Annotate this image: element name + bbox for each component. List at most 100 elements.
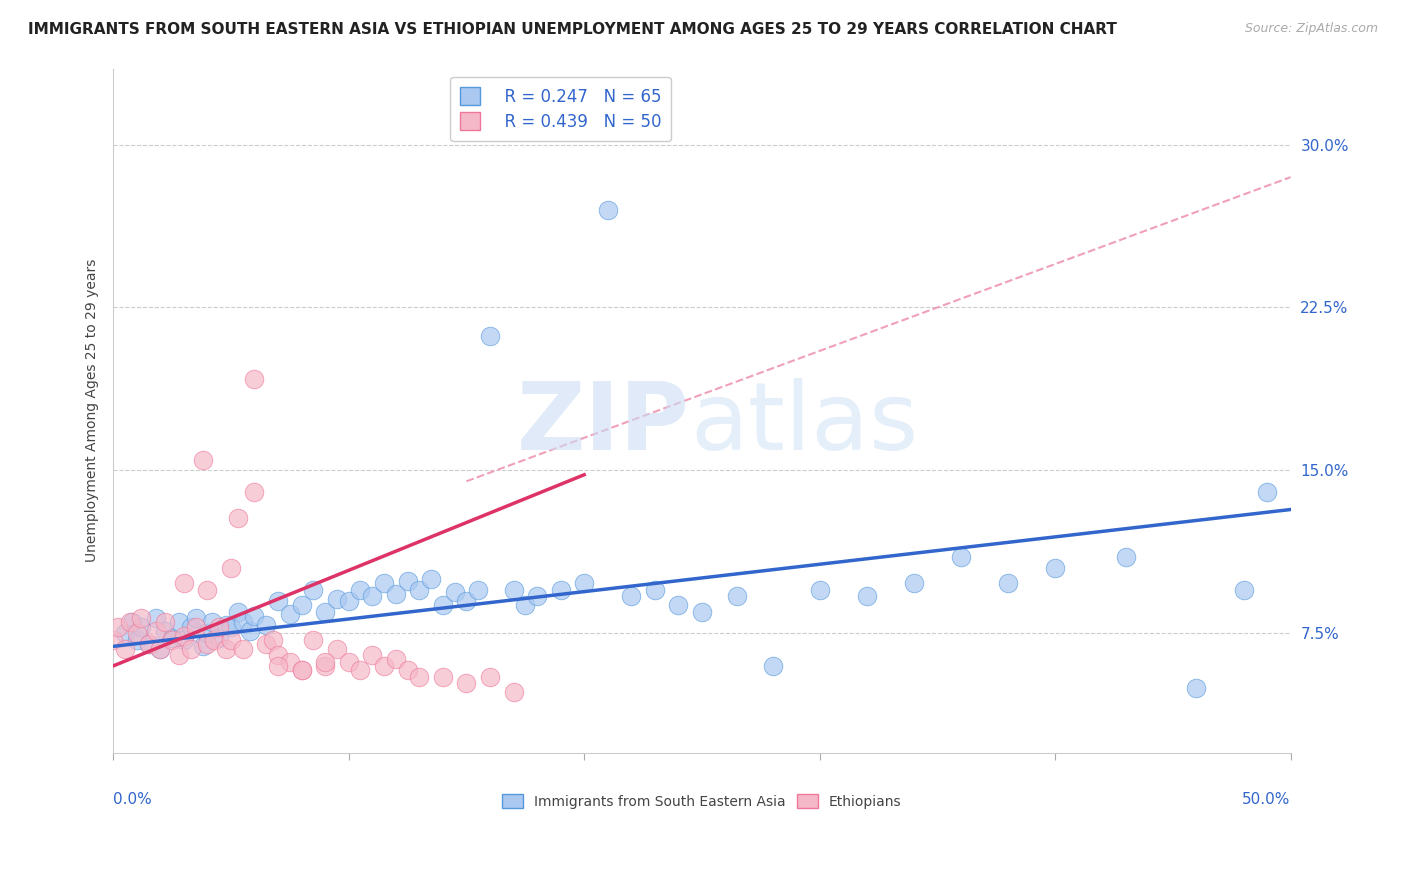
Point xyxy=(267,648,290,662)
Point xyxy=(204,632,226,647)
Text: 50.0%: 50.0% xyxy=(1243,792,1291,807)
Point xyxy=(153,615,176,630)
Point xyxy=(153,624,176,639)
Point xyxy=(167,615,190,630)
Point xyxy=(173,628,195,642)
Point xyxy=(145,624,167,639)
Point xyxy=(243,609,266,624)
Point xyxy=(254,637,277,651)
Point xyxy=(138,637,160,651)
Point xyxy=(502,685,524,699)
Point xyxy=(160,632,183,647)
Point xyxy=(278,655,301,669)
Point xyxy=(278,607,301,621)
Point xyxy=(420,572,443,586)
Point xyxy=(1043,561,1066,575)
Point xyxy=(432,670,454,684)
Point xyxy=(145,611,167,625)
Point xyxy=(184,611,207,625)
Point xyxy=(456,593,478,607)
Point xyxy=(195,626,218,640)
Point xyxy=(149,641,172,656)
Point xyxy=(180,620,202,634)
Point xyxy=(349,582,371,597)
Point xyxy=(408,670,430,684)
Text: 0.0%: 0.0% xyxy=(114,792,152,807)
Point xyxy=(103,632,125,647)
Point xyxy=(226,511,249,525)
Point xyxy=(326,591,349,606)
Point xyxy=(243,372,266,386)
Point xyxy=(184,620,207,634)
Point xyxy=(361,648,384,662)
Point xyxy=(267,659,290,673)
Point xyxy=(114,641,136,656)
Point xyxy=(107,620,129,634)
Point xyxy=(195,582,218,597)
Point xyxy=(373,576,395,591)
Point xyxy=(239,624,262,639)
Point xyxy=(302,632,325,647)
Point xyxy=(349,663,371,677)
Point xyxy=(219,632,242,647)
Point xyxy=(243,485,266,500)
Point xyxy=(361,590,384,604)
Point xyxy=(125,632,148,647)
Point xyxy=(384,587,406,601)
Point xyxy=(326,641,349,656)
Point xyxy=(337,593,360,607)
Point xyxy=(219,561,242,575)
Point xyxy=(502,582,524,597)
Point xyxy=(620,590,643,604)
Point xyxy=(903,576,925,591)
Point xyxy=(121,615,143,630)
Point xyxy=(290,663,312,677)
Point xyxy=(262,632,284,647)
Point xyxy=(160,631,183,645)
Point xyxy=(478,328,501,343)
Point xyxy=(208,631,231,645)
Point xyxy=(396,574,419,589)
Point xyxy=(997,576,1019,591)
Point xyxy=(526,590,548,604)
Point xyxy=(138,637,160,651)
Point xyxy=(131,611,153,625)
Point xyxy=(396,663,419,677)
Point xyxy=(432,598,454,612)
Point xyxy=(173,632,195,647)
Point xyxy=(149,641,172,656)
Point xyxy=(290,663,312,677)
Point xyxy=(666,598,689,612)
Point xyxy=(131,620,153,634)
Point xyxy=(173,576,195,591)
Point xyxy=(191,452,214,467)
Point xyxy=(195,637,218,651)
Point xyxy=(302,582,325,597)
Point xyxy=(314,655,336,669)
Point xyxy=(808,582,831,597)
Point xyxy=(456,676,478,690)
Point xyxy=(114,626,136,640)
Point xyxy=(1256,485,1278,500)
Point xyxy=(443,585,465,599)
Point xyxy=(314,659,336,673)
Point xyxy=(219,620,242,634)
Point xyxy=(384,652,406,666)
Point xyxy=(373,659,395,673)
Point xyxy=(550,582,572,597)
Point xyxy=(949,550,972,565)
Point xyxy=(226,605,249,619)
Point xyxy=(1232,582,1254,597)
Point xyxy=(1185,681,1208,695)
Point xyxy=(267,593,290,607)
Point xyxy=(125,626,148,640)
Point xyxy=(191,640,214,654)
Point xyxy=(855,590,877,604)
Point xyxy=(725,590,748,604)
Legend: Immigrants from South Eastern Asia, Ethiopians: Immigrants from South Eastern Asia, Ethi… xyxy=(496,789,907,814)
Point xyxy=(208,620,231,634)
Point xyxy=(467,582,489,597)
Point xyxy=(337,655,360,669)
Point xyxy=(232,641,254,656)
Point xyxy=(515,598,537,612)
